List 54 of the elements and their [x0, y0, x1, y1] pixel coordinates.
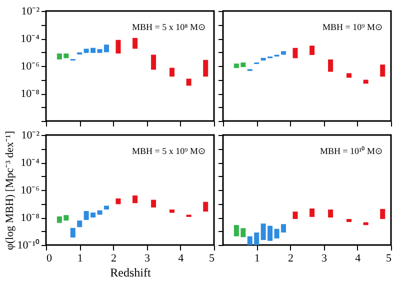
x-tick-label: 2 — [288, 252, 294, 264]
y-tick-label: 10⁻⁶ — [20, 60, 40, 72]
bar — [346, 73, 352, 78]
bar — [363, 80, 368, 84]
bar — [310, 208, 315, 217]
x-tick-label: 2 — [110, 252, 116, 264]
y-tick-label: 10⁻⁶ — [20, 184, 40, 196]
bar — [203, 202, 208, 212]
bar — [170, 210, 174, 213]
x-tick-label: 3 — [144, 252, 151, 264]
bar — [132, 38, 138, 49]
bar — [97, 210, 102, 215]
y-tick-label: 10⁻⁸ — [20, 212, 40, 224]
bar — [151, 200, 156, 208]
y-tick-label: 10⁻⁴ — [20, 33, 40, 45]
y-tick-label: 10⁻¹⁰ — [17, 238, 40, 252]
y-tick-label: 10⁻² — [21, 130, 40, 142]
bar — [380, 208, 386, 219]
bar — [70, 228, 76, 238]
y-tick-label: 10⁻⁴ — [20, 157, 40, 169]
bar — [328, 210, 334, 218]
bar — [77, 220, 82, 228]
x-tick-label: 0 — [46, 252, 52, 264]
annotation: MBH = 5 x 10⁹ M⊙ — [132, 146, 206, 156]
bar — [260, 58, 266, 61]
bar — [170, 68, 174, 77]
annotation: MBH = 10¹⁰ M⊙ — [320, 146, 383, 156]
bar — [280, 51, 286, 55]
y-axis-title: φ(log MBH) [Mpc⁻³ dex⁻¹] — [4, 130, 16, 250]
bar — [292, 48, 298, 58]
bar — [116, 198, 121, 204]
bar — [132, 195, 138, 204]
x-tick-label: 1 — [254, 252, 260, 264]
x-tick-label: 1 — [77, 252, 83, 264]
annotation: MBH = 5 x 10⁸ M⊙ — [132, 22, 206, 32]
x-tick-label: 3 — [322, 252, 328, 264]
bar — [151, 54, 156, 70]
y-tick-label: 10⁻² — [21, 6, 40, 18]
x-tick-label: 5 — [386, 252, 392, 264]
bar — [310, 46, 315, 56]
y-tick-label: 10⁻⁸ — [20, 88, 40, 100]
bar — [380, 64, 386, 77]
x-tick-label: 5 — [209, 252, 215, 264]
bar — [328, 59, 334, 72]
bar — [104, 206, 109, 210]
x-tick-label: 4 — [355, 252, 362, 264]
x-axis-title: Redshift — [110, 266, 152, 280]
annotation: MBH = 10⁹ M⊙ — [322, 22, 383, 32]
bar — [116, 40, 121, 54]
x-tick-label: 4 — [178, 252, 184, 264]
bar — [292, 212, 298, 219]
bar — [186, 78, 192, 86]
bar — [346, 218, 352, 222]
bar — [203, 60, 208, 77]
